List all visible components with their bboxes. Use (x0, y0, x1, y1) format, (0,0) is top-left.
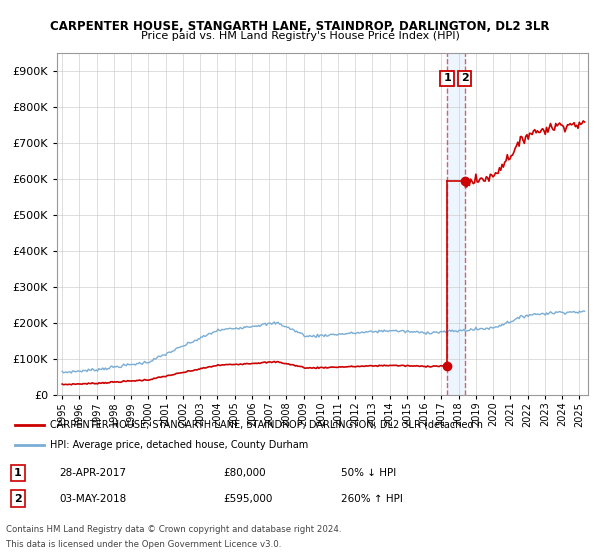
Text: 28-APR-2017: 28-APR-2017 (59, 468, 126, 478)
Text: 1: 1 (443, 73, 451, 83)
Text: 2: 2 (14, 493, 22, 503)
Text: CARPENTER HOUSE, STANGARTH LANE, STAINDROP, DARLINGTON, DL2 3LR: CARPENTER HOUSE, STANGARTH LANE, STAINDR… (50, 20, 550, 32)
Text: 260% ↑ HPI: 260% ↑ HPI (341, 493, 403, 503)
Text: HPI: Average price, detached house, County Durham: HPI: Average price, detached house, Coun… (50, 440, 308, 450)
Text: 1: 1 (14, 468, 22, 478)
Text: £80,000: £80,000 (224, 468, 266, 478)
Text: CARPENTER HOUSE, STANGARTH LANE, STAINDROP, DARLINGTON, DL2 3LR (detached h: CARPENTER HOUSE, STANGARTH LANE, STAINDR… (50, 420, 483, 430)
Text: 2: 2 (461, 73, 469, 83)
Text: 50% ↓ HPI: 50% ↓ HPI (341, 468, 397, 478)
Bar (447, 53, 464, 395)
Text: £595,000: £595,000 (224, 493, 273, 503)
Text: This data is licensed under the Open Government Licence v3.0.: This data is licensed under the Open Gov… (6, 540, 281, 549)
Text: Price paid vs. HM Land Registry's House Price Index (HPI): Price paid vs. HM Land Registry's House … (140, 31, 460, 41)
Text: Contains HM Land Registry data © Crown copyright and database right 2024.: Contains HM Land Registry data © Crown c… (6, 525, 341, 534)
Text: 03-MAY-2018: 03-MAY-2018 (59, 493, 126, 503)
